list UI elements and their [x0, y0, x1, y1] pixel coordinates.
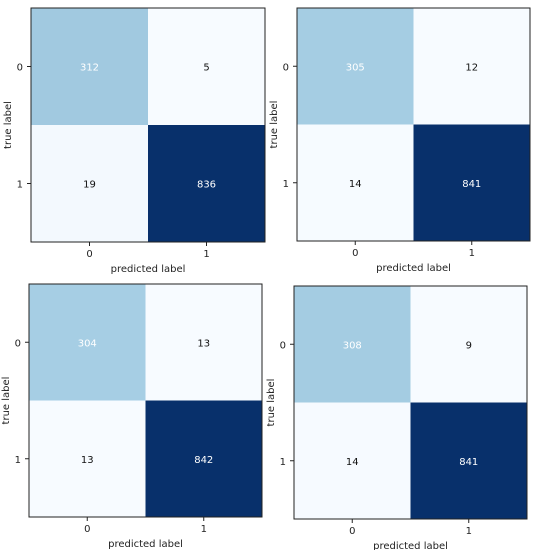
- cell-value-label: 304: [78, 338, 97, 349]
- cell-value-label: 308: [343, 340, 362, 351]
- y-tick-label: 0: [17, 63, 23, 74]
- heatmap-cell-r0-c1: [145, 284, 262, 401]
- y-tick-label: 0: [15, 338, 21, 349]
- x-tick-label: 0: [352, 248, 358, 259]
- x-tick-label: 1: [203, 249, 209, 260]
- heatmap-cell-r0-c0: [31, 8, 148, 125]
- confusion-matrix-2: 305 12 14 841 0 1 0 1 predicted label true label: [269, 7, 531, 274]
- x-axis-label: predicted label: [108, 539, 183, 550]
- heatmap-cell-r0-c1: [148, 8, 265, 125]
- heatmap-cell-r0-c1: [413, 8, 530, 125]
- heatmap-cell-r1-c0: [294, 402, 411, 519]
- cell-value-label: 9: [466, 340, 472, 351]
- heatmap-cell-r0-c0: [297, 8, 414, 125]
- confusion-matrix-4: 308 9 14 841 0 1 0 1 predicted label true label: [266, 285, 528, 550]
- confusion-matrix-1: 312 5 19 836 0 1 0 1 predicted label true label: [3, 7, 266, 275]
- axes-frame: [30, 7, 266, 243]
- cell-value-label: 836: [197, 180, 216, 191]
- cell-value-label: 305: [346, 62, 365, 73]
- axes-frame: [293, 285, 528, 520]
- axes-frame: [28, 283, 263, 518]
- y-tick-label: 1: [17, 180, 23, 191]
- y-axis-label: true label: [266, 379, 277, 427]
- y-axis-label: true label: [3, 101, 14, 149]
- heatmap-cell-r1-c1: [413, 124, 530, 241]
- x-axis-label: predicted label: [111, 264, 186, 275]
- cell-value-label: 13: [81, 455, 94, 466]
- x-tick-label: 1: [466, 526, 472, 537]
- cell-value-label: 14: [346, 457, 359, 468]
- y-tick-label: 1: [280, 457, 286, 468]
- cell-value-label: 842: [194, 455, 213, 466]
- heatmap-cell-r1-c1: [145, 400, 262, 517]
- cell-value-label: 13: [197, 338, 210, 349]
- cell-value-label: 14: [349, 179, 362, 190]
- heatmap-cell-r0-c0: [29, 284, 146, 401]
- x-axis-label: predicted label: [373, 541, 448, 550]
- cell-value-label: 12: [465, 62, 478, 73]
- heatmap-cell-r1-c0: [297, 124, 414, 241]
- heatmap-cell-r1-c0: [31, 125, 148, 242]
- x-tick-label: 0: [84, 524, 90, 535]
- heatmap-cell-r1-c1: [148, 125, 265, 242]
- y-tick-label: 0: [280, 340, 286, 351]
- x-tick-label: 1: [469, 248, 475, 259]
- cell-value-label: 5: [203, 63, 209, 74]
- y-axis-label: true label: [1, 377, 12, 425]
- y-tick-label: 0: [283, 62, 289, 73]
- heatmap-cell-r0-c1: [410, 286, 527, 403]
- axes-frame: [296, 7, 531, 242]
- heatmap-cell-r1-c0: [29, 400, 146, 517]
- heatmap-cell-r1-c1: [410, 402, 527, 519]
- y-axis-label: true label: [269, 101, 280, 149]
- x-tick-label: 0: [86, 249, 92, 260]
- cell-value-label: 312: [80, 63, 99, 74]
- cell-value-label: 841: [462, 179, 481, 190]
- x-axis-label: predicted label: [376, 263, 451, 274]
- y-tick-label: 1: [15, 455, 21, 466]
- x-tick-label: 1: [201, 524, 207, 535]
- x-tick-label: 0: [349, 526, 355, 537]
- confusion-matrix-3: 304 13 13 842 0 1 0 1 predicted label true label: [1, 283, 263, 550]
- cell-value-label: 841: [459, 457, 478, 468]
- heatmap-cell-r0-c0: [294, 286, 411, 403]
- y-tick-label: 1: [283, 179, 289, 190]
- cell-value-label: 19: [83, 180, 96, 191]
